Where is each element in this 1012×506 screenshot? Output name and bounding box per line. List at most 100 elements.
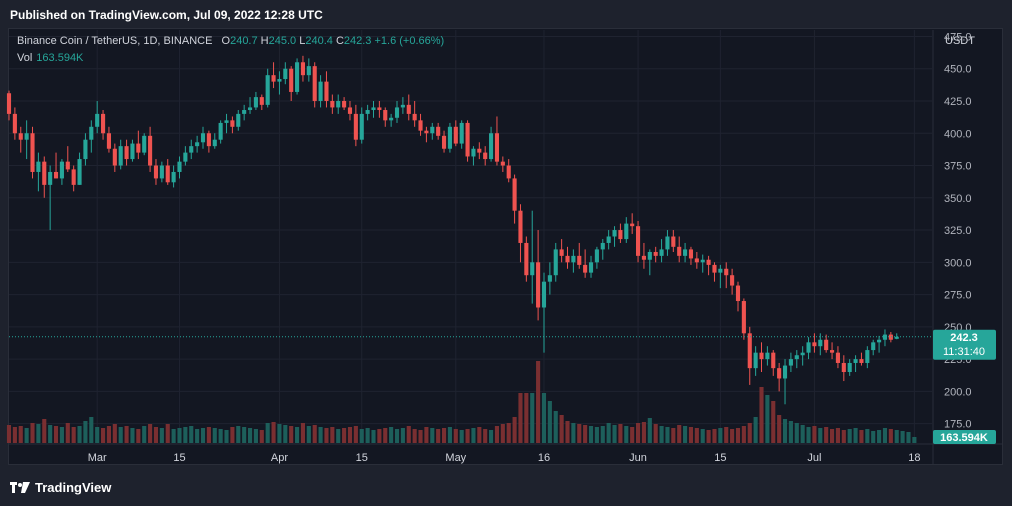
- candle-body: [95, 113, 100, 127]
- time-tick-label: May: [445, 452, 466, 464]
- time-tick-label: 15: [356, 452, 368, 464]
- volume-bar: [677, 425, 682, 443]
- candle-body: [865, 350, 870, 363]
- volume-bar: [277, 424, 282, 443]
- candle-body: [494, 133, 500, 162]
- candle-body: [136, 143, 141, 153]
- candle-body: [477, 148, 482, 153]
- price-tick-label: 450.0: [944, 64, 972, 76]
- volume-bar: [95, 427, 100, 443]
- candle-body: [571, 255, 576, 263]
- volume-bar: [53, 426, 59, 443]
- volume-bar: [541, 393, 547, 443]
- price-tick-label: 200.0: [944, 386, 972, 398]
- volume-bar: [377, 429, 382, 443]
- volume-bar: [430, 428, 435, 443]
- low-label: L: [299, 35, 306, 47]
- volume-bar: [112, 424, 117, 443]
- volume-bar: [559, 415, 564, 443]
- volume-bar: [465, 429, 470, 443]
- volume-bar: [12, 427, 17, 443]
- candle-body: [718, 268, 723, 273]
- candle-body: [706, 259, 711, 265]
- volume-bar: [200, 428, 206, 443]
- volume-bar: [300, 423, 306, 443]
- volume-bar: [30, 423, 35, 443]
- tradingview-logo-icon: [10, 482, 30, 493]
- volume-bar: [136, 429, 141, 443]
- candle-body: [835, 352, 840, 363]
- volume-legend: Vol 163.594K: [17, 52, 83, 64]
- candle-countdown: 11:31:40: [943, 346, 985, 358]
- volume-bar: [506, 423, 511, 443]
- candle-body: [377, 107, 382, 111]
- volume-bar: [459, 430, 464, 443]
- volume-bar: [724, 427, 729, 443]
- candle-body: [677, 246, 682, 256]
- volume-bar: [441, 428, 447, 443]
- candle-body: [124, 146, 129, 160]
- volume-bar: [735, 428, 741, 443]
- time-tick-label: 15: [173, 452, 185, 464]
- top-bar: Published on TradingView.com, Jul 09, 20…: [0, 0, 1012, 28]
- candle-body: [618, 230, 623, 240]
- volume-bar: [265, 423, 270, 443]
- candle-body: [424, 130, 429, 134]
- candle-body: [759, 352, 764, 360]
- candle-body: [36, 161, 41, 172]
- candle-body: [436, 126, 441, 136]
- candle-body: [635, 226, 641, 256]
- candle-body: [359, 113, 364, 140]
- candle-body: [647, 251, 652, 260]
- candle-body: [400, 104, 405, 108]
- candle-body: [165, 165, 170, 183]
- candle-body: [530, 262, 535, 276]
- candle-body: [771, 352, 776, 369]
- volume-bar: [583, 425, 588, 443]
- volume-bar: [847, 429, 852, 443]
- candle-body: [694, 258, 699, 263]
- volume-bar: [189, 426, 194, 443]
- candle-body: [712, 264, 717, 273]
- volume-bar: [383, 428, 388, 443]
- candle-body: [24, 133, 29, 140]
- price-tick-label: 325.0: [944, 225, 972, 237]
- candle-body: [42, 161, 47, 185]
- volume-bar: [230, 427, 235, 443]
- price-tick-label: 275.0: [944, 290, 972, 302]
- candle-body: [812, 342, 817, 347]
- price-tick-label: 475.0: [944, 31, 972, 43]
- candle-body: [841, 362, 846, 373]
- candle-body: [565, 255, 570, 263]
- candle-body: [730, 275, 735, 286]
- volume-bar: [289, 426, 294, 443]
- candle-body: [871, 342, 876, 351]
- time-tick-label: 15: [714, 452, 726, 464]
- price-tick-label: 300.0: [944, 257, 972, 269]
- volume-bar: [436, 429, 441, 443]
- volume-bar: [24, 428, 29, 443]
- candle-body: [588, 262, 594, 273]
- volume-bar: [865, 429, 870, 443]
- volume-bar: [330, 427, 335, 443]
- volume-bar: [877, 430, 882, 443]
- candle-body: [735, 285, 741, 302]
- volume-bar: [65, 423, 70, 443]
- footer-brand[interactable]: TradingView: [10, 480, 111, 495]
- candle-body: [489, 133, 494, 160]
- candle-body: [824, 339, 829, 351]
- candle-body: [148, 135, 153, 166]
- published-info: Published on TradingView.com, Jul 09, 20…: [10, 8, 323, 22]
- candle-body: [283, 68, 288, 80]
- volume-badge-value: 163.594K: [940, 432, 988, 444]
- volume-bar: [818, 428, 823, 443]
- volume-bar: [42, 419, 47, 443]
- volume-bar: [494, 426, 500, 443]
- volume-bar: [647, 418, 652, 443]
- candle-body: [641, 255, 646, 260]
- candle-body: [430, 126, 435, 134]
- candle-body: [312, 66, 317, 101]
- high-value: 245.0: [268, 35, 297, 47]
- candle-body: [171, 171, 176, 183]
